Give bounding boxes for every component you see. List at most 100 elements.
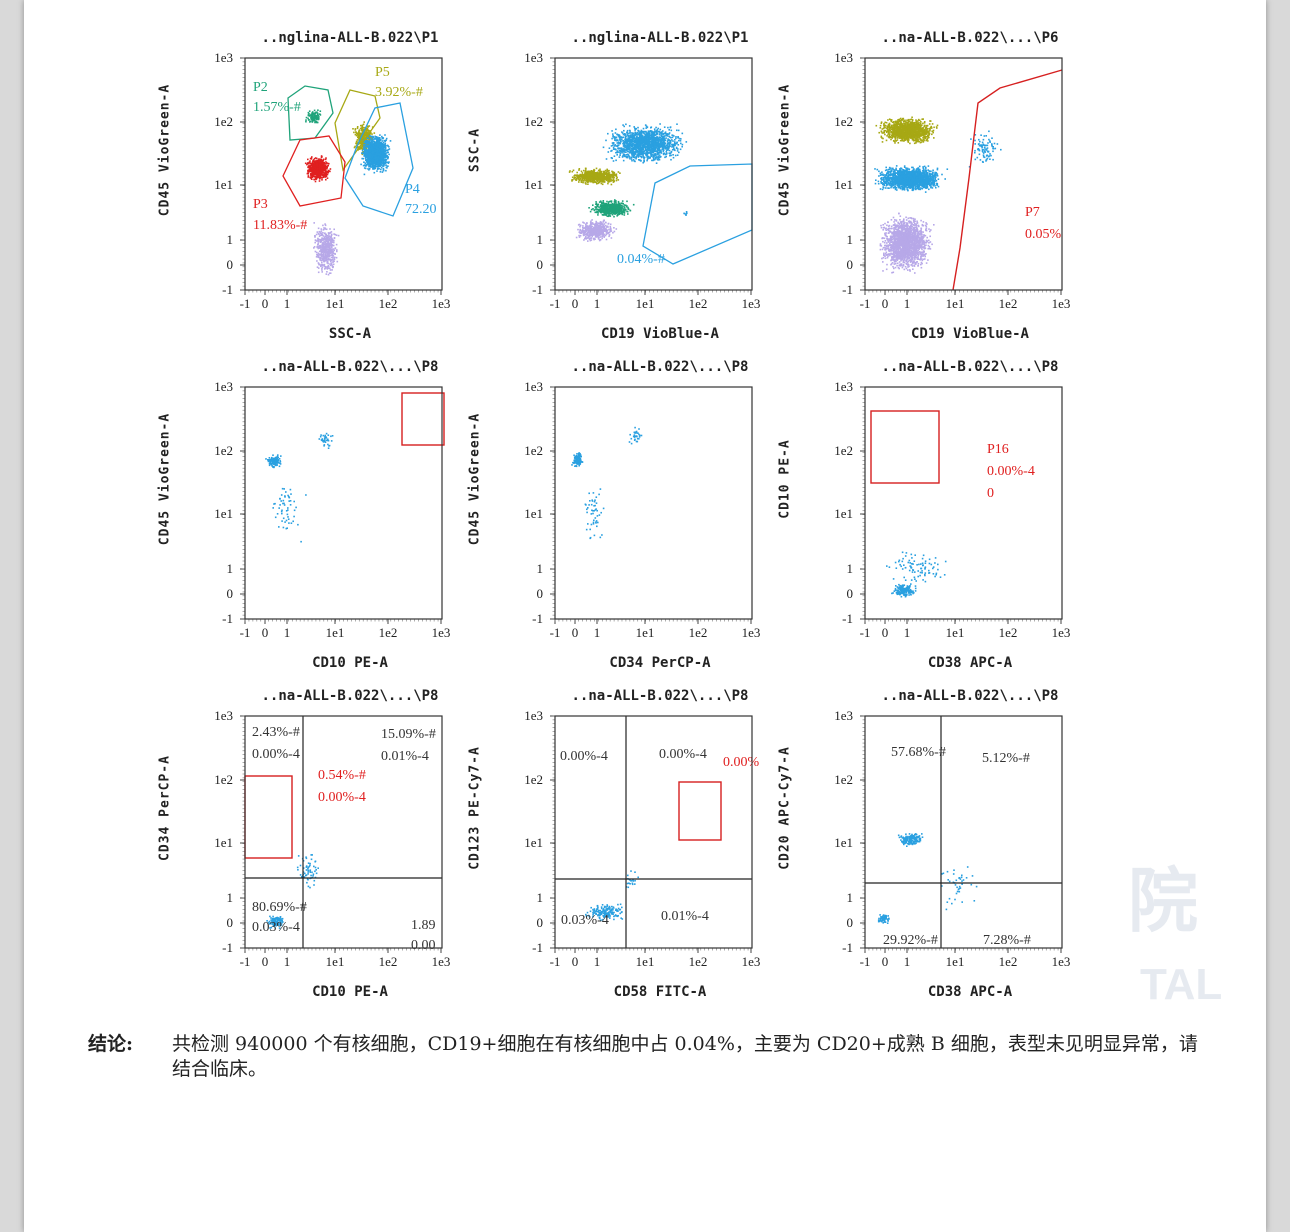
y-tick-label: 1e2: [524, 114, 543, 129]
plot-title: ..na-ALL-B.022\...\P8: [881, 359, 1059, 375]
quadrant-label: 0.03%-4: [252, 920, 300, 935]
watermark-text: TAL: [1140, 960, 1223, 1009]
p4-population: [360, 134, 392, 176]
y-tick-label: 1: [847, 890, 854, 905]
y-tick-label: 1e3: [834, 379, 853, 394]
quadrant-label: 0.01%-4: [661, 909, 709, 924]
y-tick-label: 1: [847, 561, 854, 576]
gate-cd19-percent: 0.04%-#: [617, 252, 665, 267]
gate-cd34-event: 0.00%-4: [318, 790, 366, 805]
gate-p16-name: P16: [987, 442, 1009, 457]
y-tick-label: 0: [227, 257, 234, 272]
y-tick-label: 1e1: [214, 835, 233, 850]
x-tick-label: 1e2: [379, 954, 398, 969]
x-tick-label: 1: [284, 954, 291, 969]
gate-cd10-cd45: [401, 392, 445, 446]
y-tick-label: 1e3: [214, 50, 233, 65]
y-tick-label: 1e1: [834, 177, 853, 192]
y-tick-label: 0: [847, 257, 854, 272]
gate-p3-name: P3: [253, 197, 268, 212]
gate-p7-percent: 0.05%: [1025, 227, 1062, 242]
lymphocyte-population: [879, 212, 935, 274]
plot-title: ..nglina-ALL-B.022\P1: [261, 30, 439, 46]
double-negative-cluster: [877, 914, 890, 924]
plot-frame: [864, 57, 1063, 291]
x-tick-label: 1e3: [432, 296, 451, 311]
plot-area: 57.68%-# 5.12%-# 29.92%-# 7.28%-#: [865, 716, 1062, 948]
quadrant-label: 0.00%-4: [659, 747, 707, 762]
plot-area: 0.00%-4 0.00%-4 0.00% 0.03%-4 0.01%-4: [555, 716, 760, 948]
y-tick-label: -1: [532, 611, 543, 626]
y-tick-label: 1e1: [214, 177, 233, 192]
gate-p2: [287, 85, 334, 141]
x-axis-label: CD10 PE-A: [312, 655, 388, 671]
x-tick-label: 1: [594, 625, 601, 640]
y-axis-label: CD45 VioGreen-A: [157, 83, 173, 217]
x-tick-label: 1e2: [689, 954, 708, 969]
quadrant-label: 2.43%-#: [252, 725, 300, 740]
dot-plot-9: ..na-ALL-B.022\...\P8 CD38 APC-A CD20 APC-…: [778, 688, 1105, 1013]
x-axis-label: CD38 APC-A: [927, 655, 1013, 671]
quadrant-label: 80.69%-#: [252, 900, 307, 915]
y-tick-label: 1: [537, 890, 544, 905]
y-tick-label: -1: [842, 940, 853, 955]
x-tick-label: -1: [550, 954, 561, 969]
dot-plot-7: ..na-ALL-B.022\...\P8 CD10 PE-A CD34 PerCP…: [158, 688, 485, 1013]
x-tick-label: 1: [904, 954, 911, 969]
y-tick-label: 1e3: [524, 379, 543, 394]
gate-p4: [344, 102, 414, 217]
quadrant-label: 7.28%-#: [983, 933, 1031, 948]
quadrant-label: 5.12%-#: [982, 751, 1030, 766]
cd19-events: [683, 211, 688, 216]
p3-population: [304, 155, 332, 183]
x-axis-label: CD38 APC-A: [927, 984, 1013, 1000]
p5-population: [875, 116, 939, 145]
y-axis-label: CD45 VioGreen-A: [157, 412, 173, 546]
y-tick-label: 1e1: [834, 506, 853, 521]
x-tick-label: 1e3: [432, 625, 451, 640]
y-tick-label: 1e1: [524, 506, 543, 521]
dot-plot-5: ..na-ALL-B.022\...\P8 CD34 PerCP-A CD45 Vi…: [468, 359, 795, 684]
y-tick-label: 1e3: [214, 708, 233, 723]
plot-title: ..na-ALL-B.022\...\P8: [571, 688, 749, 704]
y-tick-label: 0: [227, 586, 234, 601]
p2-population: [305, 109, 322, 124]
y-tick-label: 1e2: [524, 772, 543, 787]
cd38-cluster: [891, 583, 917, 598]
y-tick-label: 0: [847, 586, 854, 601]
quadrant-label: 0.03%-4: [561, 913, 609, 928]
y-tick-label: 0: [537, 586, 544, 601]
y-tick-label: -1: [222, 611, 233, 626]
gate-p16: [870, 410, 940, 484]
x-tick-label: 0: [882, 296, 889, 311]
plot-frame: [244, 715, 443, 949]
x-tick-label: 0: [262, 954, 269, 969]
plot-title: ..na-ALL-B.022\...\P8: [261, 688, 439, 704]
lymph-debris: [575, 219, 618, 242]
cd19-positive-events: [968, 130, 1002, 168]
watermark-glyph: 院: [1128, 862, 1198, 940]
plot-frame: [864, 715, 1063, 949]
y-tick-label: 1: [847, 232, 854, 247]
dot-plot-2: ..nglina-ALL-B.022\P1 CD19 VioBlue-A SSC-A…: [468, 30, 795, 355]
quadrant-label: 0.00%-4: [560, 749, 608, 764]
plot-frame: [554, 386, 753, 620]
y-axis-label: SSC-A: [467, 127, 483, 173]
plot-title: ..na-ALL-B.022\...\P8: [571, 359, 749, 375]
gate-p7: [952, 69, 1063, 291]
plot-frame: [864, 386, 1063, 620]
y-tick-label: 1e3: [214, 379, 233, 394]
y-tick-label: 0: [227, 915, 234, 930]
scattered-events: [886, 551, 947, 587]
x-tick-label: 1e2: [999, 625, 1018, 640]
y-axis-label: CD45 VioGreen-A: [777, 83, 793, 217]
x-axis-label: CD19 VioBlue-A: [600, 326, 719, 342]
x-tick-label: 1e1: [946, 625, 965, 640]
y-tick-label: 1e2: [214, 772, 233, 787]
p5-population: [568, 167, 621, 186]
y-tick-label: 1e3: [834, 708, 853, 723]
y-tick-label: 1: [537, 561, 544, 576]
y-tick-label: 1e2: [214, 443, 233, 458]
x-tick-label: -1: [550, 625, 561, 640]
